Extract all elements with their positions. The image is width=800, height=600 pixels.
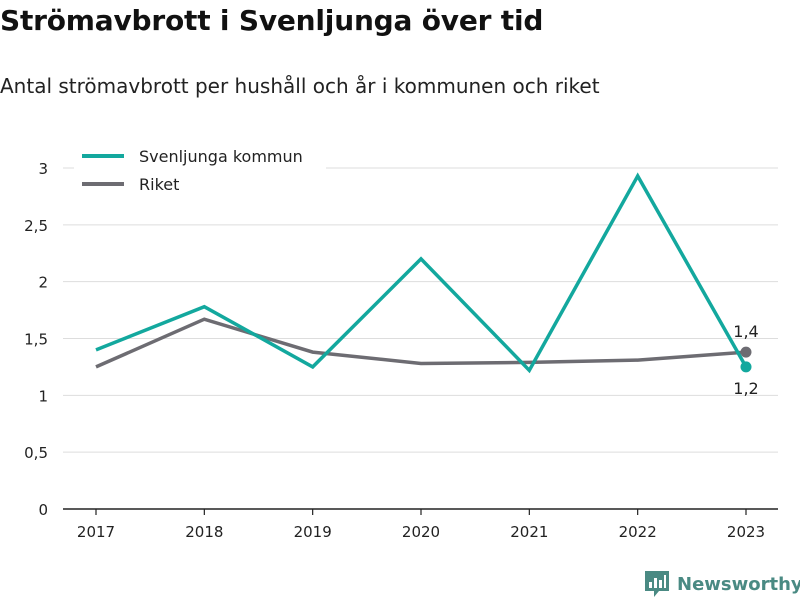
x-tick-label: 2019 <box>294 523 332 541</box>
series-line-svenljunga <box>95 172 748 374</box>
series-line-riket <box>95 317 747 369</box>
gridlines <box>63 167 778 453</box>
legend-background <box>74 140 326 200</box>
axes: 0 0,5 1 1,5 2 2,5 3 2017 2018 2019 2020 2021 2022 202… <box>24 160 778 541</box>
x-tick-label: 2018 <box>185 523 223 541</box>
x-tick-label: 2022 <box>619 523 657 541</box>
x-tick-label: 2020 <box>402 523 440 541</box>
end-label-riket: 1,4 <box>733 322 758 341</box>
x-tick-label: 2021 <box>510 523 548 541</box>
legend: Svenljunga kommun Riket <box>74 140 326 200</box>
brand-name: Newsworthy <box>677 573 800 595</box>
legend-label-svenljunga: Svenljunga kommun <box>139 147 303 166</box>
y-tick-label: 2 <box>38 274 48 292</box>
end-label-svenljunga: 1,2 <box>733 379 758 398</box>
brand-logo: Newsworthy <box>644 568 800 600</box>
y-tick-label: 0 <box>38 501 48 519</box>
legend-label-riket: Riket <box>139 175 179 194</box>
chart-subtitle: Antal strömavbrott per hushåll och år i … <box>0 74 600 98</box>
end-point-svenljunga <box>740 361 752 373</box>
data-labels: 1,4 1,2 <box>733 322 758 398</box>
y-tick-label: 3 <box>38 160 48 178</box>
end-point-riket <box>740 346 752 358</box>
y-tick-label: 0,5 <box>24 444 48 462</box>
newsworthy-logo-icon <box>645 571 669 597</box>
x-tick-label: 2017 <box>77 523 115 541</box>
chart-title: Strömavbrott i Svenljunga över tid <box>0 4 544 37</box>
y-tick-label: 2,5 <box>24 217 48 235</box>
y-tick-label: 1,5 <box>24 331 48 349</box>
y-tick-label: 1 <box>38 387 48 405</box>
x-tick-label: 2023 <box>727 523 765 541</box>
series-lines <box>95 172 752 374</box>
